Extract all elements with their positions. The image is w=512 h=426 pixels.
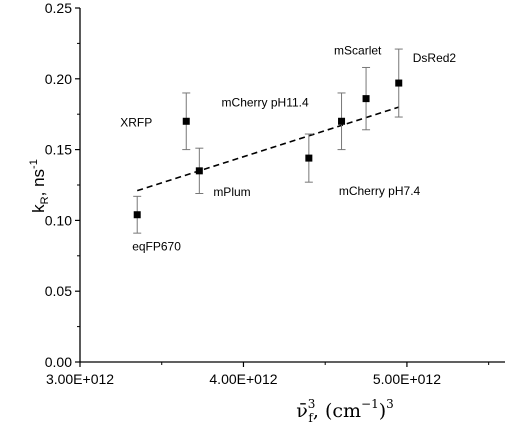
y-label-mid: , ns	[29, 169, 48, 196]
y-tick-label: 0.05	[45, 283, 72, 299]
data-point-marker	[338, 117, 346, 125]
data-point-marker	[395, 79, 403, 87]
x-axis-label: ν̄3 f, (cm−1)3	[296, 397, 394, 425]
data-point-label: eqFP670	[132, 240, 181, 254]
y-tick-label: 0.25	[45, 0, 72, 16]
x-tick-label: 5.00E+012	[373, 371, 441, 387]
x-label-units-pow: 3	[386, 397, 394, 411]
data-point-label: DsRed2	[413, 51, 457, 65]
data-point-label: XRFP	[120, 115, 152, 129]
x-tick-label: 3.00E+012	[46, 371, 114, 387]
y-label-base: k	[29, 204, 48, 213]
point-labels: eqFP670 XRFP mPlum mCherry pH7.4 mCherry pH1…	[120, 44, 456, 254]
data-point-label: mCherry pH7.4	[339, 184, 421, 198]
x-label-units-sup: −1	[361, 397, 379, 411]
y-tick-label: 0.00	[45, 354, 72, 370]
data-point-label: mCherry pH11.4	[222, 95, 309, 109]
data-point-marker	[195, 167, 203, 175]
y-label-sub: R	[39, 196, 51, 204]
fit-line	[136, 106, 399, 192]
data-point-marker	[305, 154, 313, 162]
data-point-label: mPlum	[213, 185, 250, 199]
data-point-marker	[133, 211, 141, 219]
x-label-units-close: )	[379, 400, 386, 422]
data-points	[133, 79, 403, 219]
y-tick-label: 0.10	[45, 212, 72, 228]
error-bars	[133, 48, 403, 234]
y-label-sup: -1	[28, 159, 40, 169]
x-tick-label: 4.00E+012	[209, 371, 277, 387]
data-point-marker	[182, 117, 190, 125]
data-point-label: mScarlet	[334, 44, 382, 58]
x-label-units: , (cm	[313, 400, 361, 422]
y-axis-label: kR, ns-1	[28, 159, 51, 213]
fit-line-group	[136, 106, 399, 192]
y-tick-label: 0.15	[45, 142, 72, 158]
axis-ticks: 0.00 0.05 0.10 0.15 0.20 0.25 3.00E+012 4.00E+0…	[45, 0, 490, 387]
x-label-base: ν̄	[296, 400, 308, 422]
y-tick-label: 0.20	[45, 71, 72, 87]
data-point-marker	[362, 95, 370, 103]
x-label-sub: f	[308, 411, 314, 425]
x-label-sup: 3	[308, 397, 316, 411]
